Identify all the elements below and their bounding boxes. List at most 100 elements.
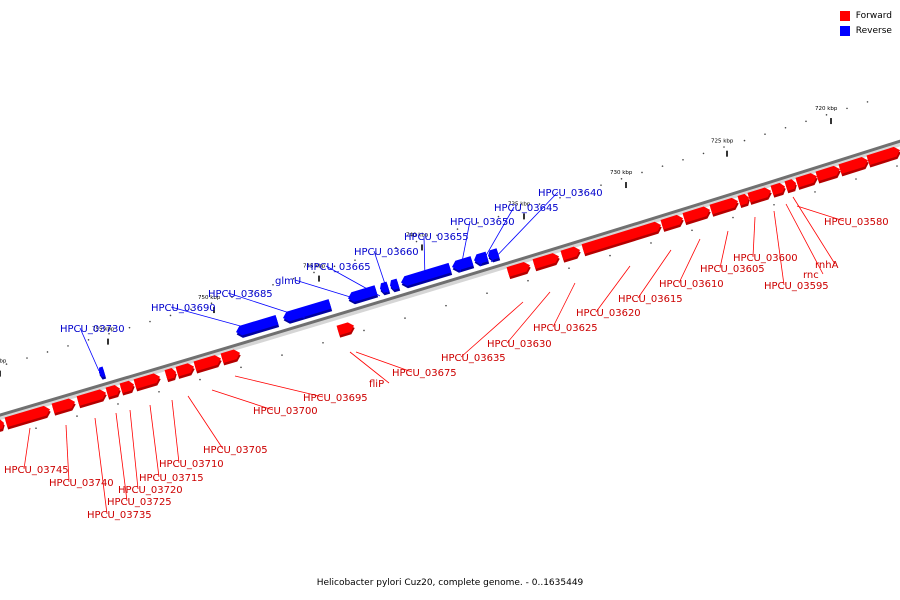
leader-line (234, 375, 324, 398)
gene-arrow-face (452, 256, 474, 271)
leader-line (719, 230, 729, 269)
forward-gene-arrow (795, 173, 818, 190)
minor-tick-dot (568, 267, 570, 269)
gene-arrow-face (474, 251, 489, 264)
forward-gene-arrow (336, 322, 355, 338)
minor-tick-dot (26, 357, 28, 359)
gene-label: HPCU_03705 (203, 445, 268, 456)
gene-label: HPCU_03645 (494, 203, 559, 214)
minor-tick-dot (149, 320, 151, 323)
minor-tick-dot (272, 284, 274, 286)
minor-tick-dot (600, 184, 602, 186)
leader-line (79, 327, 100, 372)
minor-tick-dot (456, 228, 459, 230)
forward-gene-arrow (784, 179, 797, 194)
minor-tick-dot (395, 246, 397, 249)
gene-label: HPCU_03695 (303, 393, 368, 404)
minor-tick-dot (866, 101, 869, 103)
scale-label: 750 kbp (198, 295, 221, 301)
minor-tick-dot (497, 215, 500, 218)
minor-tick-dot (825, 114, 828, 116)
gene-arrow-face (400, 262, 452, 286)
forward-gene-arrow (709, 197, 739, 217)
minor-tick-dot (313, 271, 315, 274)
gene-arrow-face (193, 355, 221, 372)
gene-labels: HPCU_03580rnhArncHPCU_03595HPCU_03600HPC… (4, 188, 889, 521)
minor-tick-dot (404, 317, 406, 319)
minor-tick-dot (76, 415, 78, 417)
forward-gene-arrow (815, 165, 841, 184)
backbone-shadow (0, 140, 900, 421)
minor-tick-dot (805, 120, 807, 123)
minor-tick-dot (292, 277, 295, 280)
leader-line (65, 424, 70, 483)
gene-label: HPCU_03620 (576, 308, 641, 319)
gene-arrow-face (98, 366, 106, 378)
minor-tick-dot (743, 139, 746, 142)
minor-tick-dot (354, 259, 356, 261)
gene-arrow-face (532, 253, 559, 269)
forward-gene-arrow (737, 193, 750, 208)
minor-tick-dot (518, 209, 520, 212)
leader-line (479, 206, 515, 267)
gene-arrow-face (389, 278, 400, 290)
minor-tick-dot (773, 203, 775, 206)
minor-tick-dot (251, 290, 254, 292)
forward-gene-arrow (0, 418, 5, 434)
forward-gene-arrow (220, 349, 241, 366)
gene-arrow-face (560, 246, 581, 261)
scale-label: 755 kbp (92, 327, 115, 333)
minor-ticks (5, 101, 898, 430)
reverse-gene-arrow (389, 278, 401, 293)
gene-label: HPCU_03730 (60, 324, 125, 335)
scale-label: 730 kbp (610, 170, 633, 176)
gene-label: HPCU_03675 (392, 368, 457, 379)
leader-line (170, 306, 256, 331)
gene-label: glmU (275, 276, 301, 287)
gene-arrow-face (283, 299, 332, 322)
forward-gene-arrow (175, 363, 195, 379)
minor-tick-dot (199, 378, 201, 381)
minor-tick-dot (67, 345, 69, 347)
legend-reverse-label: Reverse (855, 25, 892, 36)
gene-label: HPCU_03640 (538, 188, 603, 199)
gene-label: rnhA (815, 260, 839, 271)
leader-line (460, 301, 524, 358)
gene-label: HPCU_03610 (659, 279, 724, 290)
leader-line (490, 191, 559, 263)
minor-tick-dot (559, 196, 561, 199)
forward-gene-arrow (770, 182, 786, 198)
minor-tick-dot (641, 171, 643, 174)
leader-line (506, 291, 551, 344)
gene-arrow-face (336, 322, 355, 336)
gene-label: HPCU_03725 (107, 497, 172, 508)
minor-tick-dot (732, 216, 734, 219)
gene-label: HPCU_03710 (159, 459, 224, 470)
gene-arrow-face (4, 405, 50, 428)
reverse-gene-arrow (452, 256, 475, 273)
leader-line (355, 351, 413, 373)
minor-tick-dot (661, 165, 664, 167)
gene-arrow-face (175, 363, 194, 377)
minor-tick-dot (333, 265, 336, 268)
gene-arrow-face (795, 173, 818, 188)
legend-forward-label: Forward (855, 10, 892, 21)
gene-arrow-face (506, 261, 531, 277)
minor-tick-dot (190, 308, 192, 311)
gene-label: HPCU_03655 (404, 232, 469, 243)
forward-gene-arrow (838, 157, 869, 177)
gene-arrow-face (660, 214, 683, 230)
leader-line (211, 389, 274, 411)
forward-gene-arrow (51, 398, 76, 416)
forward-swatch (839, 10, 850, 21)
scale-ticks: 720 kbp 725 kbp 730 kbp 735 kbp 740 kbp 745 k… (0, 106, 838, 377)
minor-tick-dot (620, 178, 623, 180)
minor-tick-dot (486, 292, 488, 295)
leader-line (294, 279, 361, 301)
minor-tick-dot (846, 107, 848, 110)
gene-arrow-face (747, 187, 771, 203)
leader-line (773, 210, 785, 286)
leader-line (459, 220, 471, 273)
gene-arrow-face (119, 380, 135, 394)
minor-tick-dot (169, 314, 172, 317)
